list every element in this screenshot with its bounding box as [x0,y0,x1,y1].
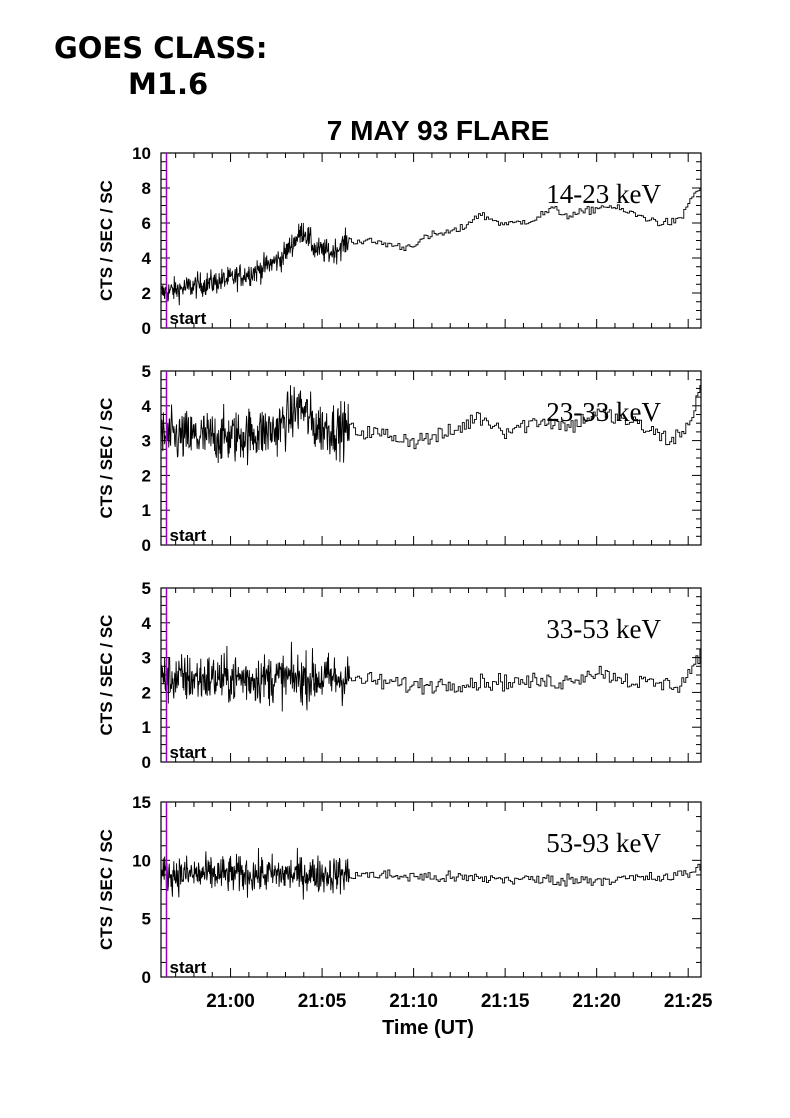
y-tick-label: 8 [142,179,151,198]
y-tick-label: 4 [142,397,152,416]
y-tick-label: 2 [142,683,151,702]
y-tick-label: 6 [142,214,151,233]
light-curve-33-53-keV [160,641,701,712]
x-tick-label: 21:10 [389,991,438,1012]
panel-2: 0 1 2 3 4 5 CTS / SEC / SC 23-33 keV start [97,362,702,555]
y-axis-label: CTS / SEC / SC [97,398,116,519]
y-tick-label: 0 [142,753,151,772]
y-axis-label: CTS / SEC / SC [97,180,116,301]
panel-1: 0 2 4 6 8 10 CTS / SEC / SC 14-23 keV start [97,144,702,338]
x-tick-label: 21:25 [664,991,713,1012]
y-tick-label: 3 [142,432,151,451]
y-tick-label: 5 [142,579,151,598]
y-tick-label: 4 [142,614,152,633]
chart-title: 7 MAY 93 FLARE [327,115,550,146]
goes-class-label: GOES CLASS: M1.6 [54,30,268,102]
y-tick-label: 5 [142,362,151,381]
energy-band-label: 23-33 keV [546,397,661,427]
x-tick-label: 21:20 [572,991,621,1012]
x-axis-label: Time (UT) [382,1017,474,1039]
light-curve-23-33-keV [160,384,701,466]
energy-band-label: 53-93 keV [546,828,661,858]
y-tick-label: 5 [142,910,151,929]
y-tick-label: 15 [132,793,151,812]
y-tick-label: 1 [142,718,151,737]
start-marker-label: start [169,526,206,545]
y-tick-label: 3 [142,649,151,668]
goes-class-value: M1.6 [128,67,209,101]
y-tick-label: 0 [142,536,151,555]
y-axis-label: CTS / SEC / SC [97,829,116,950]
y-tick-label: 10 [132,851,151,870]
y-tick-label: 0 [142,319,151,338]
x-tick-label: 21:05 [298,991,347,1012]
start-marker-label: start [169,958,206,977]
y-tick-label: 10 [132,144,151,163]
light-curve-14-23-keV [160,187,701,306]
y-tick-label: 0 [142,968,151,987]
y-tick-label: 1 [142,501,151,520]
y-axis-label: CTS / SEC / SC [97,615,116,736]
energy-band-label: 14-23 keV [546,179,661,209]
energy-band-label: 33-53 keV [546,614,661,644]
light-curve-53-93-keV [160,847,701,900]
panel-3: 0 1 2 3 4 5 CTS / SEC / SC 33-53 keV start [97,579,702,772]
goes-class-line1: GOES CLASS: [54,31,268,65]
start-marker-label: start [169,309,206,328]
y-tick-label: 2 [142,284,151,303]
start-marker-label: start [169,743,206,762]
x-tick-label: 21:15 [481,991,530,1012]
x-tick-label: 21:00 [206,991,255,1012]
y-tick-label: 4 [142,249,152,268]
y-tick-label: 2 [142,466,151,485]
